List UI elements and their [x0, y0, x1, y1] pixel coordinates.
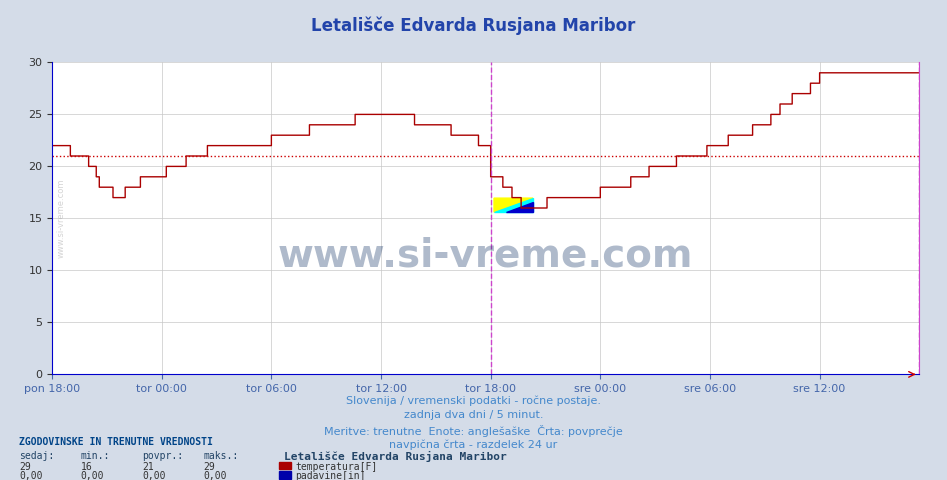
Text: Slovenija / vremenski podatki - ročne postaje.: Slovenija / vremenski podatki - ročne po… [346, 396, 601, 407]
Text: temperatura[F]: temperatura[F] [295, 462, 378, 472]
Text: 0,00: 0,00 [80, 471, 104, 480]
Text: zadnja dva dni / 5 minut.: zadnja dva dni / 5 minut. [403, 410, 544, 420]
Text: www.si-vreme.com: www.si-vreme.com [277, 237, 693, 275]
Text: Meritve: trenutne  Enote: anglešaške  Črta: povprečje: Meritve: trenutne Enote: anglešaške Črta… [324, 425, 623, 437]
Text: 0,00: 0,00 [142, 471, 166, 480]
Text: 16: 16 [80, 462, 92, 472]
Polygon shape [494, 198, 533, 212]
Text: min.:: min.: [80, 451, 110, 461]
Text: maks.:: maks.: [204, 451, 239, 461]
Text: 0,00: 0,00 [19, 471, 43, 480]
Text: 0,00: 0,00 [204, 471, 227, 480]
Text: Letališče Edvarda Rusjana Maribor: Letališče Edvarda Rusjana Maribor [312, 17, 635, 36]
Polygon shape [494, 198, 533, 212]
Text: 29: 29 [204, 462, 215, 472]
Text: 29: 29 [19, 462, 30, 472]
Text: navpična črta - razdelek 24 ur: navpična črta - razdelek 24 ur [389, 439, 558, 450]
Text: sedaj:: sedaj: [19, 451, 54, 461]
Text: povpr.:: povpr.: [142, 451, 183, 461]
Text: www.si-vreme.com: www.si-vreme.com [57, 179, 65, 258]
Text: ZGODOVINSKE IN TRENUTNE VREDNOSTI: ZGODOVINSKE IN TRENUTNE VREDNOSTI [19, 437, 213, 447]
Text: padavine[in]: padavine[in] [295, 471, 366, 480]
Text: 21: 21 [142, 462, 153, 472]
Polygon shape [506, 203, 533, 212]
Text: Letališče Edvarda Rusjana Maribor: Letališče Edvarda Rusjana Maribor [284, 451, 507, 462]
